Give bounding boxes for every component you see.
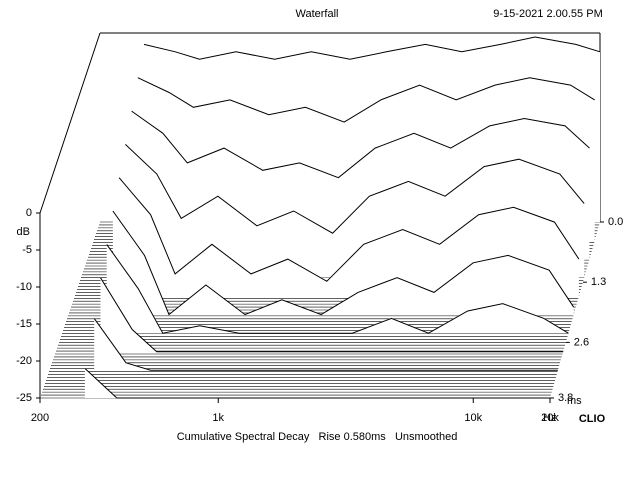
x-tick-label: 20k (541, 412, 559, 424)
y-tick-label: -10 (16, 281, 32, 293)
slice-fill (119, 177, 579, 297)
frame-edge (39, 32, 101, 214)
slice (93, 318, 558, 371)
slice-fill (100, 277, 564, 352)
slice (100, 277, 564, 353)
slice (137, 77, 595, 123)
slice (118, 177, 580, 282)
slice (106, 244, 569, 334)
y-axis-label: dB (17, 226, 30, 238)
slice-fill (106, 244, 569, 334)
brand: CLIO (579, 413, 606, 425)
slice (143, 36, 601, 60)
y-tick-label: -15 (16, 318, 32, 330)
z-unit: ms (567, 395, 582, 407)
footer: Cumulative Spectral Decay Rise 0.580ms U… (177, 431, 458, 443)
slice (112, 210, 575, 316)
z-tick-label: 1.3 (591, 276, 606, 288)
z-tick-label: 0.0 (608, 216, 623, 228)
slice (84, 368, 550, 399)
y-tick-label: -20 (16, 355, 32, 367)
z-tick-label: 3.8 (558, 392, 573, 404)
y-tick-label: 0 (26, 207, 32, 219)
x-tick-label: 1k (212, 412, 224, 424)
x-tick-label: 200 (31, 412, 49, 424)
date: 9-15-2021 2.00.55 PM (493, 8, 602, 20)
x-unit: Hz (543, 412, 556, 424)
slice (131, 110, 590, 179)
chart-title: Waterfall (296, 8, 339, 20)
y-tick-label: -25 (16, 392, 32, 404)
slice-fill (112, 211, 574, 315)
x-tick-label: 10k (464, 412, 482, 424)
z-tick-label: 2.6 (574, 336, 589, 348)
slice (125, 144, 585, 234)
y-tick-label: -5 (22, 244, 32, 256)
